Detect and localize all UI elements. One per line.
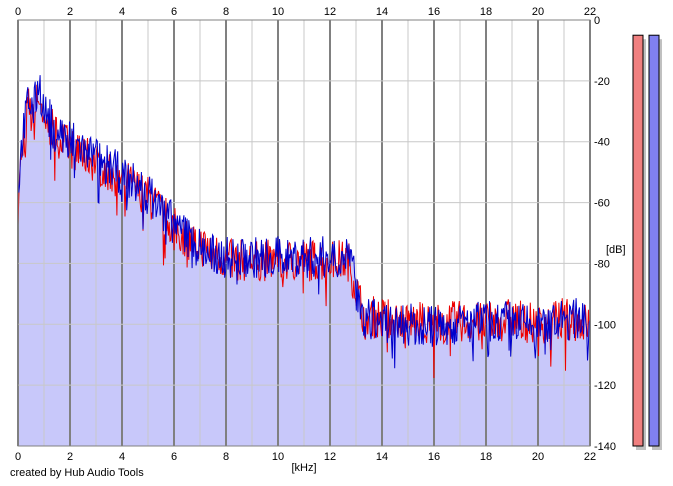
series-line-red [17,84,591,379]
x-tick-label-top: 4 [119,6,125,18]
y-tick-label: -80 [594,258,610,270]
x-tick-label-bottom: 10 [272,451,284,463]
plot-border [17,19,591,447]
meter-left-bar [632,34,644,447]
x-axis-label: [kHz] [291,462,316,474]
y-tick-label: -60 [594,198,610,210]
x-tick-label-top: 20 [532,6,544,18]
x-tick-label-top: 18 [480,6,492,18]
y-axis-label: [dB] [606,244,626,256]
x-tick-label-bottom: 16 [428,451,440,463]
x-tick-label-top: 10 [272,6,284,18]
y-tick-label: -100 [594,319,616,331]
y-tick-label: -120 [594,380,616,392]
x-tick-label-bottom: 0 [15,451,21,463]
plot-area [17,19,591,447]
x-tick-label-bottom: 18 [480,451,492,463]
x-tick-label-top: 22 [584,6,596,18]
y-tick-label: -20 [594,76,610,88]
series-line-blue [17,75,591,369]
x-tick-label-top: 2 [67,6,73,18]
meter-right-bar [648,34,660,447]
x-tick-label-top: 14 [376,6,388,18]
x-tick-label-top: 0 [15,6,21,18]
x-tick-label-bottom: 14 [376,451,388,463]
level-meters [632,34,662,450]
credit-text: created by Hub Audio Tools [10,467,144,479]
x-tick-label-top: 8 [223,6,229,18]
x-tick-label-top: 6 [171,6,177,18]
y-tick-label: -140 [594,441,616,453]
axes: 002244668810101212141416161818202022220-… [15,6,626,474]
x-tick-label-bottom: 2 [67,451,73,463]
x-tick-label-top: 12 [324,6,336,18]
x-tick-label-bottom: 12 [324,451,336,463]
x-tick-label-bottom: 8 [223,451,229,463]
x-tick-label-top: 16 [428,6,440,18]
x-tick-label-bottom: 20 [532,451,544,463]
x-tick-label-bottom: 4 [119,451,125,463]
x-tick-label-bottom: 22 [584,451,596,463]
y-tick-label: 0 [594,15,600,27]
y-tick-label: -40 [594,137,610,149]
x-tick-label-bottom: 6 [171,451,177,463]
